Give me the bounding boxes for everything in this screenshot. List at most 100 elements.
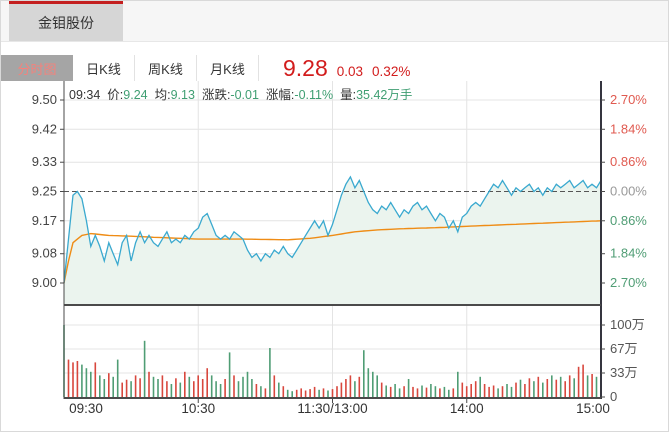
stock-name: 金钼股份 [38, 14, 94, 31]
volume-bar [389, 386, 392, 397]
volume-bar [134, 375, 137, 397]
volume-bar [116, 359, 119, 397]
price-axis-label: 9.33 [32, 154, 57, 169]
volume-axis-label: 33万 [610, 365, 637, 380]
volume-bar [564, 381, 566, 397]
volume-bar [559, 376, 562, 397]
volume-bar [524, 384, 526, 397]
pct-axis-label: 1.84% [610, 246, 647, 261]
volume-bar [398, 388, 401, 397]
volume-bar [103, 379, 106, 397]
volume-bar [161, 375, 164, 397]
volume-bar [166, 381, 168, 397]
volume-bar [125, 379, 128, 397]
tab-daily-k[interactable]: 日K线 [73, 55, 135, 81]
volume-bar [457, 371, 459, 397]
volume-bar [331, 389, 334, 397]
volume-bar [354, 381, 356, 397]
volume-bar [251, 379, 253, 397]
quote-block: 9.28 0.03 0.32% [283, 55, 410, 81]
volume-bar [555, 379, 558, 397]
volume-bar [318, 389, 320, 397]
volume-bar [322, 388, 325, 397]
volume-bar [497, 388, 499, 397]
status-change-label: 涨跌: [201, 88, 231, 102]
pct-axis-label: 2.70% [610, 275, 647, 290]
tab-minute-chart[interactable]: 分时图 [1, 55, 73, 81]
avg-line [63, 220, 602, 284]
volume-bar [448, 389, 450, 397]
volume-bar [573, 378, 575, 397]
volume-bar [264, 388, 267, 397]
volume-bar [336, 386, 338, 397]
volume-bar [506, 384, 508, 397]
volume-bar [416, 388, 419, 397]
volume-bar [327, 390, 329, 397]
time-axis-label: 09:30 [69, 401, 103, 416]
volume-bar [380, 382, 383, 397]
volume-bar [582, 364, 584, 397]
volume-bar [201, 379, 204, 397]
volume-bar [470, 384, 472, 397]
volume-bar [286, 389, 289, 397]
volume-bar [108, 373, 110, 397]
chart-area[interactable]: 09:34 价:9.24 均:9.13 涨跌:-0.01 涨幅:-0.11% 量:35.4… [1, 81, 668, 432]
volume-bar [479, 376, 481, 397]
volume-bar [434, 386, 437, 397]
volume-bar [242, 376, 244, 397]
volume-bar [188, 376, 191, 397]
volume-bar [179, 382, 182, 397]
volume-bar [269, 348, 271, 397]
volume-bar [219, 384, 222, 397]
volume-bar [260, 386, 262, 397]
volume-bar [483, 384, 486, 397]
volume-bar [349, 375, 352, 397]
volume-bar [528, 378, 531, 397]
volume-bar [515, 382, 517, 397]
volume-bar [99, 375, 101, 397]
volume-bar [501, 386, 504, 397]
pct-axis-label: 0.86% [610, 154, 647, 169]
status-avg-value: 9.13 [170, 88, 195, 102]
volume-bar [210, 375, 213, 397]
volume-bar [304, 390, 307, 397]
status-changepct-label: 涨幅: [265, 88, 295, 102]
volume-bar [278, 382, 280, 397]
volume-bar [157, 379, 159, 397]
volume-bar [551, 375, 553, 397]
volume-axis-label: 67万 [610, 341, 637, 356]
stock-name-tab[interactable]: 金钼股份 [9, 1, 123, 41]
volume-bar [452, 388, 455, 397]
time-axis-label: 15:00 [576, 401, 610, 416]
volume-bar [372, 371, 374, 397]
volume-bar [76, 361, 79, 397]
volume-bar [309, 389, 311, 397]
volume-bar [474, 381, 477, 397]
tab-monthly-k[interactable]: 月K线 [197, 55, 259, 81]
status-price-label: 价: [107, 88, 124, 102]
volume-bar [439, 388, 441, 397]
chart-svg[interactable]: 9.50 9.42 9.33 9.25 9.17 9.08 9.00 2.70% 1.84% 0.… [1, 81, 668, 432]
volume-bar [237, 381, 240, 397]
volume-bar [184, 371, 186, 397]
volume-bar [228, 352, 231, 397]
price-axis-label: 9.42 [32, 121, 57, 136]
volume-bar [300, 388, 302, 397]
volume-bar [546, 379, 549, 397]
volume-bar [291, 391, 293, 397]
time-axis-label: 11:30/13:00 [297, 401, 367, 416]
volume-bar [443, 386, 446, 397]
volume-axis-label: 100万 [610, 317, 645, 332]
tab-weekly-k[interactable]: 周K线 [135, 55, 197, 81]
volume-bar [85, 368, 88, 397]
price-axis-label: 9.08 [32, 246, 57, 261]
volume-bar [72, 362, 74, 397]
status-volume-label: 量: [340, 88, 357, 102]
volume-bar [170, 384, 173, 397]
price-change-pct: 0.32% [372, 64, 411, 79]
volume-bar [376, 375, 378, 397]
price-axis-label: 9.00 [32, 275, 57, 290]
volume-bar [313, 386, 316, 397]
volume-bar [367, 368, 370, 397]
header-row: 金钼股份 [1, 1, 668, 42]
